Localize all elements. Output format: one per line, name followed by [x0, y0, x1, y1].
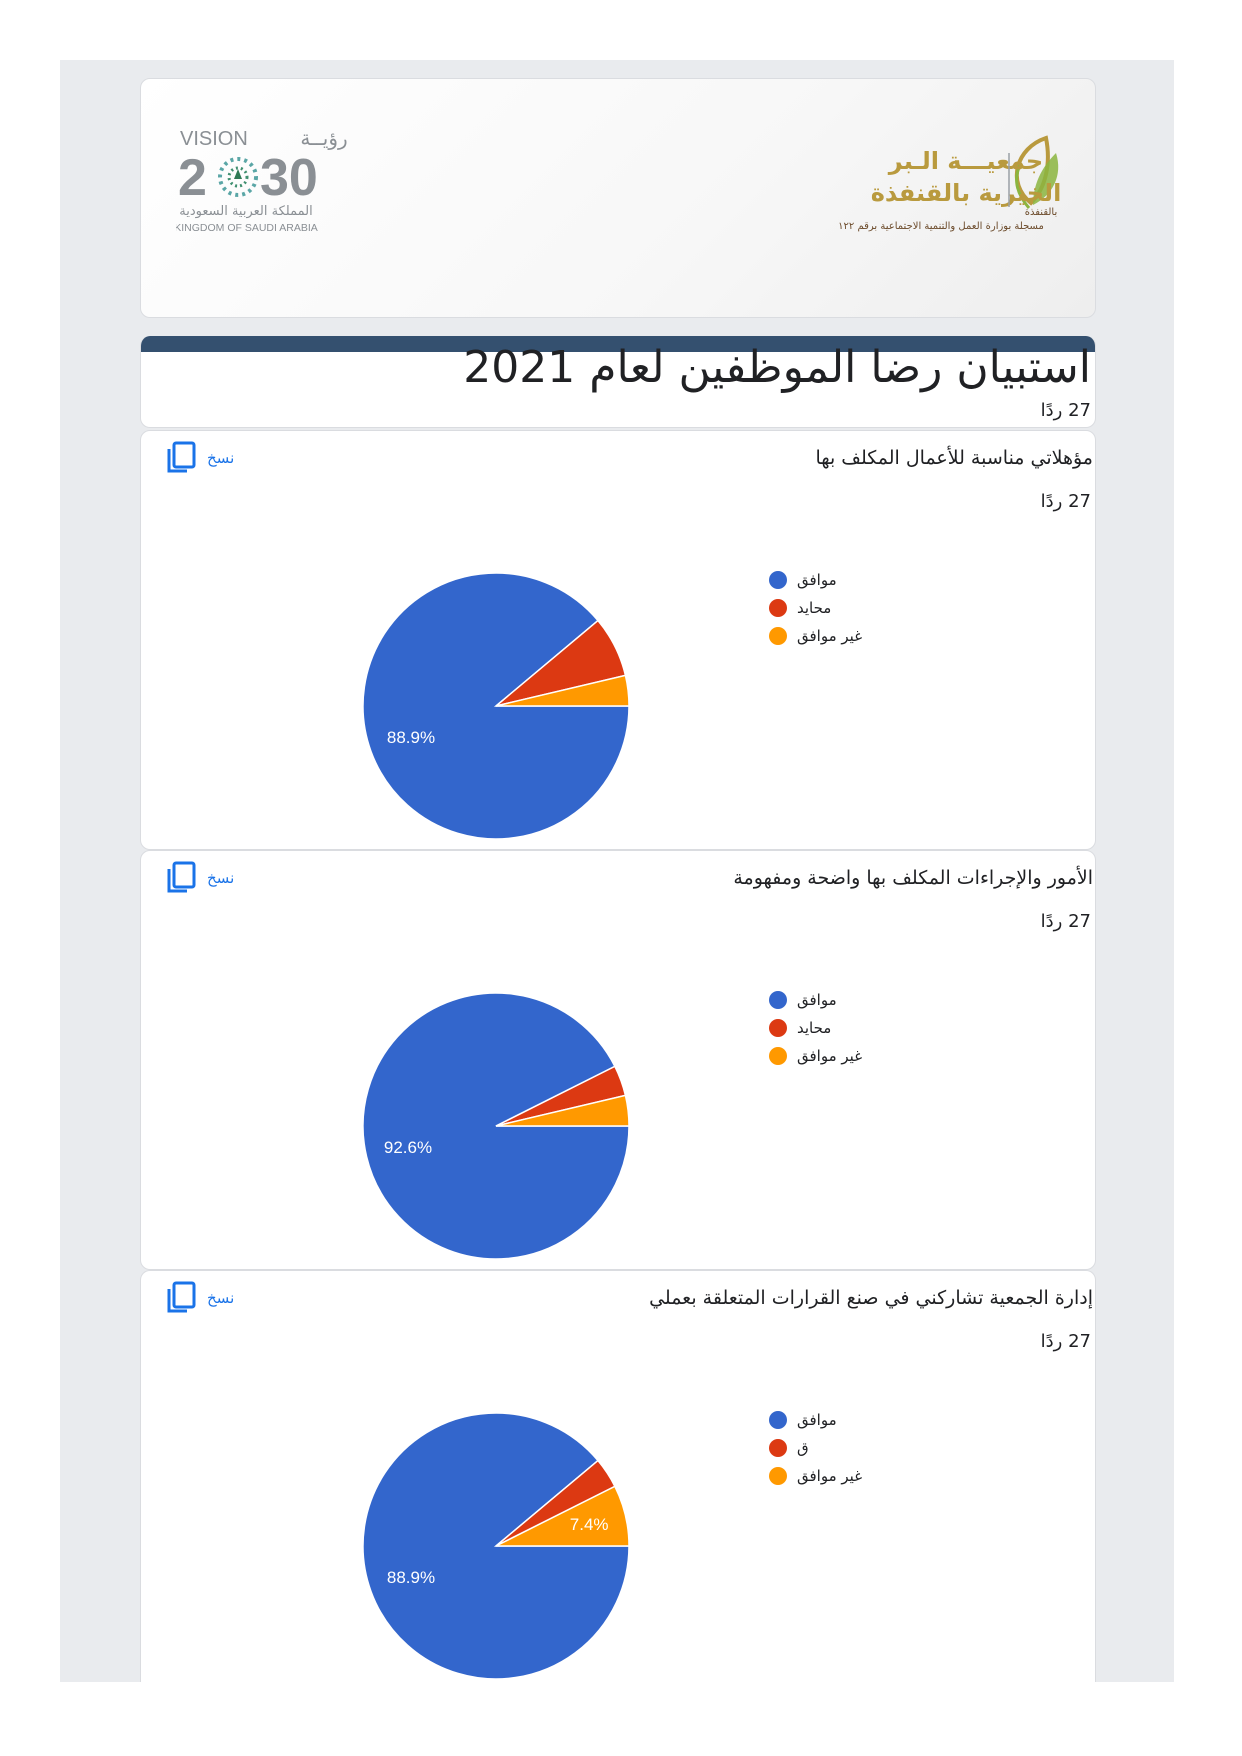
vision-2030-logo: VISION رؤيــة 2 30 المملكة العربية السعو…: [176, 126, 348, 234]
copy-label: نسخ: [207, 449, 235, 467]
pie-chart-3: 88.9% 7.4%: [362, 1412, 630, 1680]
legend-swatch: [769, 571, 787, 589]
pie-chart-1: 88.9%: [362, 572, 630, 840]
svg-text:KINGDOM OF SAUDI ARABIA: KINGDOM OF SAUDI ARABIA: [176, 222, 318, 234]
question-title: إدارة الجمعية تشاركني في صنع القرارات ال…: [649, 1287, 1093, 1309]
legend-swatch: [769, 627, 787, 645]
question-title: الأمور والإجراءات المكلف بها واضحة ومفهو…: [733, 867, 1093, 889]
slice-data-label: 88.9%: [387, 728, 435, 747]
slice-data-label: 92.6%: [384, 1138, 432, 1157]
legend-swatch: [769, 991, 787, 1009]
pie-chart-2: 92.6%: [362, 992, 630, 1260]
copy-icon: [167, 861, 196, 893]
copy-label: نسخ: [207, 1289, 235, 1307]
slice-data-label: 7.4%: [570, 1515, 609, 1534]
legend-label: موافق: [797, 1411, 837, 1429]
question-card-3: إدارة الجمعية تشاركني في صنع القرارات ال…: [140, 1270, 1096, 1682]
legend-label: موافق: [797, 571, 837, 589]
legend-swatch: [769, 1467, 787, 1485]
slice-data-label: 88.9%: [387, 1568, 435, 1587]
copy-label: نسخ: [207, 869, 235, 887]
legend-item[interactable]: ق: [769, 1434, 862, 1462]
legend-swatch: [769, 1411, 787, 1429]
question-responses: 27 ردًا: [1040, 1331, 1091, 1352]
pie-slice[interactable]: [495, 1094, 630, 1127]
question-title: مؤهلاتي مناسبة للأعمال المكلف بها: [815, 447, 1093, 469]
legend-item[interactable]: غير موافق: [769, 1042, 862, 1070]
svg-text:رؤيــة: رؤيــة: [300, 126, 347, 150]
legend-item[interactable]: موافق: [769, 566, 862, 594]
svg-text:المملكة العربية السعودية: المملكة العربية السعودية: [179, 204, 312, 219]
form-title: استبيان رضا الموظفين لعام 2021: [463, 342, 1091, 393]
chart-legend: موافق محايد غير موافق: [769, 566, 862, 650]
legend-swatch: [769, 1019, 787, 1037]
svg-text:الخيرية بالقنفذة: الخيرية بالقنفذة: [871, 179, 1062, 207]
legend-label: محايد: [797, 1019, 832, 1037]
legend-label: ق: [797, 1439, 809, 1457]
copy-chart-button[interactable]: نسخ: [165, 861, 234, 895]
svg-text:30: 30: [260, 149, 318, 207]
legend-swatch: [769, 1047, 787, 1065]
pie-slice[interactable]: [495, 674, 630, 707]
legend-label: موافق: [797, 991, 837, 1009]
question-card-2: الأمور والإجراءات المكلف بها واضحة ومفهو…: [140, 850, 1096, 1270]
svg-text:جمعيـــة الـبر: جمعيـــة الـبر: [888, 147, 1043, 175]
legend-item[interactable]: غير موافق: [769, 622, 862, 650]
legend-swatch: [769, 1439, 787, 1457]
pie-slice[interactable]: [495, 1485, 630, 1547]
svg-text:2: 2: [178, 149, 207, 207]
legend-swatch: [769, 599, 787, 617]
barr-association-logo: جمعيـــة الـبر الخيرية بالقنفذة بالقنفذة…: [838, 135, 1062, 232]
chart-legend: موافق ق غير موافق: [769, 1406, 862, 1490]
legend-label: غير موافق: [797, 627, 863, 645]
vision-emblem-icon: [218, 157, 258, 197]
leaf-logo-icon: [1014, 135, 1059, 209]
svg-text:مسجلة بوزارة العمل والتنمية ال: مسجلة بوزارة العمل والتنمية الاجتماعية ب…: [838, 221, 1044, 232]
legend-item[interactable]: محايد: [769, 594, 862, 622]
total-responses: 27 ردًا: [1040, 400, 1091, 421]
legend-item[interactable]: موافق: [769, 1406, 862, 1434]
legend-item[interactable]: موافق: [769, 986, 862, 1014]
copy-icon: [167, 1281, 196, 1313]
header-banner: VISION رؤيــة 2 30 المملكة العربية السعو…: [140, 78, 1096, 318]
legend-item[interactable]: محايد: [769, 1014, 862, 1042]
legend-label: محايد: [797, 599, 832, 617]
copy-chart-button[interactable]: نسخ: [165, 1281, 234, 1315]
question-responses: 27 ردًا: [1040, 911, 1091, 932]
form-title-card: استبيان رضا الموظفين لعام 2021 27 ردًا: [140, 336, 1096, 428]
copy-icon: [167, 441, 196, 473]
question-responses: 27 ردًا: [1040, 491, 1091, 512]
legend-item[interactable]: غير موافق: [769, 1462, 862, 1490]
copy-chart-button[interactable]: نسخ: [165, 441, 234, 475]
chart-legend: موافق محايد غير موافق: [769, 986, 862, 1070]
legend-label: غير موافق: [797, 1047, 863, 1065]
svg-text:VISION: VISION: [180, 128, 248, 150]
title-accent-bar: [141, 336, 1095, 352]
svg-text:بالقنفذة: بالقنفذة: [1025, 207, 1058, 218]
legend-label: غير موافق: [797, 1467, 863, 1485]
question-card-1: مؤهلاتي مناسبة للأعمال المكلف بها 27 ردً…: [140, 430, 1096, 850]
